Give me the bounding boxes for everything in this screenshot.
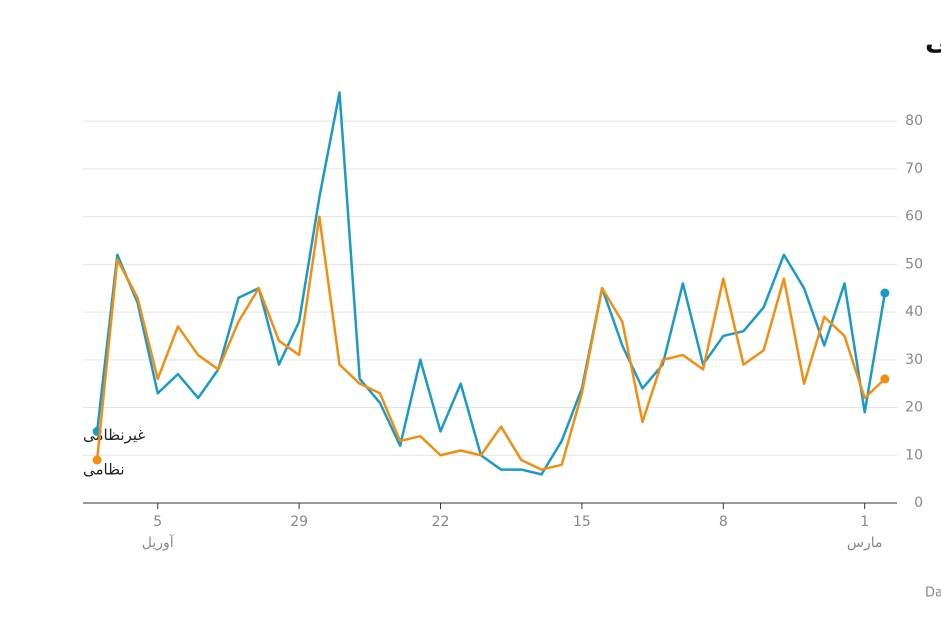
y-tick-label: 20 xyxy=(905,400,923,416)
y-tick-label: 70 xyxy=(905,161,923,177)
x-tick-label: 5 xyxy=(153,514,162,530)
x-tick-label: 1 xyxy=(860,514,869,530)
x-tick-label: 8 xyxy=(719,514,728,530)
end-dot xyxy=(880,288,890,298)
y-tick-label: 10 xyxy=(905,447,923,463)
x-tick-label: 22 xyxy=(432,514,450,530)
end-dot xyxy=(92,455,102,465)
series-line xyxy=(95,215,886,471)
x-month-label: آوریل xyxy=(142,534,175,551)
chart-title: اهداف غیرنظامی و نظامی xyxy=(925,26,941,57)
y-tick-label: 40 xyxy=(905,304,923,320)
x-tick-label: 29 xyxy=(290,514,308,530)
legend-label: نظامی xyxy=(83,461,125,479)
y-tick-label: 80 xyxy=(905,113,923,129)
y-tick-label: 60 xyxy=(905,209,923,225)
x-tick-label: 15 xyxy=(573,514,591,530)
legend-label: غیرنظامی xyxy=(83,426,145,444)
y-tick-label: 0 xyxy=(914,495,923,511)
series-line xyxy=(95,91,887,476)
y-tick-label: 30 xyxy=(905,352,923,368)
footer: ایجاد شده با Datawrapper xyxy=(925,586,941,601)
y-tick-label: 50 xyxy=(905,256,923,272)
end-dot xyxy=(880,374,890,384)
x-month-label: مارس xyxy=(847,535,883,551)
